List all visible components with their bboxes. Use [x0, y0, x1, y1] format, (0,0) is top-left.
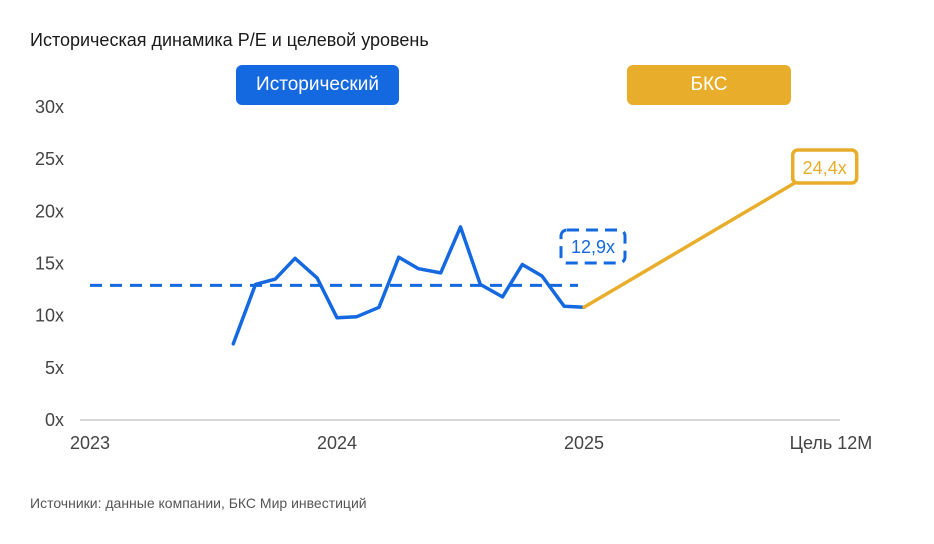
source-note: Источники: данные компании, БКС Мир инве…	[30, 495, 367, 511]
y-tick-label: 5x	[45, 358, 64, 378]
target-label-box	[790, 148, 859, 185]
series-line-historical	[231, 225, 586, 346]
legend-bks-badge: БКС	[627, 65, 791, 105]
y-tick-label: 20x	[35, 201, 64, 221]
y-tick-label: 30x	[35, 97, 64, 117]
x-tick-label: 2023	[70, 433, 110, 453]
reference-label-box	[559, 228, 627, 265]
legend-historical-badge: Исторический	[236, 65, 399, 105]
x-tick-label: 2025	[564, 433, 604, 453]
chart-title: Историческая динамика P/E и целевой уров…	[30, 30, 429, 50]
series-line-bks	[582, 169, 816, 310]
x-tick-label: 2024	[317, 433, 357, 453]
reference-label: 12,9x	[571, 237, 615, 257]
y-tick-label: 0x	[45, 410, 64, 430]
y-tick-label: 15x	[35, 254, 64, 274]
x-tick-label: Цель 12M	[790, 433, 873, 453]
target-label: 24,4x	[803, 158, 847, 178]
y-tick-label: 25x	[35, 149, 64, 169]
y-tick-label: 10x	[35, 306, 64, 326]
